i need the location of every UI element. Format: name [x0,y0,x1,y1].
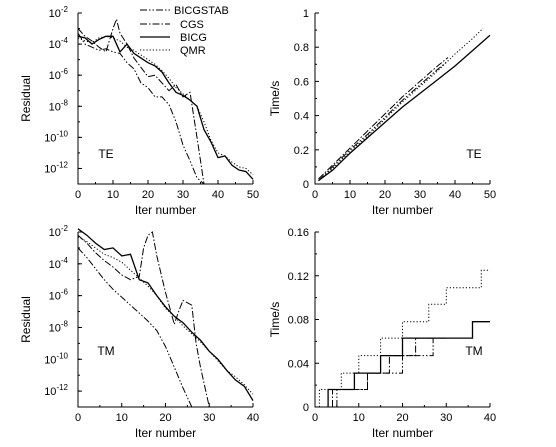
y-tick-label: 0.04 [288,358,309,370]
panel-te-time: 0 10 20 30 40 50 0 0.2 0.4 0.6 0.8 1 Iter number Time… [268,8,496,217]
y-tick-label: 10-6 [49,67,69,82]
y-tick-label: 10-6 [49,288,69,303]
x-tick-label: 20 [379,189,391,201]
series-line-cgs [77,17,205,185]
x-tick-label: 0 [312,189,318,201]
y-tick-label: 0 [303,402,309,414]
panel-tm-time: 0 10 20 30 40 0 0.04 0.08 0.12 0.16 Iter number Tim… [268,227,496,440]
x-tick-label: 20 [159,412,171,424]
series-line-qmr [318,269,490,407]
legend-entry-qmr: QMR [140,45,206,57]
x-tick-label: 20 [142,189,154,201]
y-tick-label: 0.4 [294,111,309,123]
y-tick-label: 10-4 [49,36,69,51]
series-line-bicgstab [77,32,205,185]
y-tick-label: 10-4 [49,256,69,271]
y-tick-label: 0.2 [294,145,309,157]
y-axis-label: Time/s [268,302,282,338]
series-line-bicg [318,34,491,182]
series-line-cgs [77,231,210,408]
x-tick-label: 20 [396,412,408,424]
legend-label-cgs: CGS [180,19,204,31]
x-tick-label: 40 [484,412,496,424]
series-line-bicg [77,228,254,401]
legend-label-bicgstab: BICGSTAB [174,5,229,17]
y-tick-label: 0 [303,179,309,191]
y-tick-label: 10-2 [49,5,69,20]
y-tick-label: 10-12 [44,383,68,398]
axis-frame [77,232,253,408]
x-tick-label: 10 [344,189,356,201]
x-tick-label: 40 [449,189,461,201]
panel-annotation: TM [465,344,482,358]
legend-label-qmr: QMR [180,45,206,57]
y-tick-label: 0.12 [288,271,309,283]
legend-entry-cgs: CGS [140,19,204,31]
y-tick-label: 0.08 [288,315,309,327]
panel-annotation: TE [98,147,113,161]
series-line-bicgstab [336,338,434,407]
y-tick-label: 10-10 [44,129,68,144]
x-tick-label: 40 [212,189,224,201]
x-tick-label: 0 [75,189,81,201]
x-axis-label: Iter number [372,426,433,440]
y-tick-label: 10-8 [49,319,69,334]
x-tick-label: 30 [440,412,452,424]
y-axis-label: Residual [19,75,33,122]
panel-annotation: TM [97,344,114,358]
x-tick-label: 10 [107,189,119,201]
x-tick-label: 50 [247,189,259,201]
series-line-cgs [332,337,447,407]
panel-te-residual: 0 10 20 30 40 50 10-2 10-4 10-6 10-8 10-10 10-12 Ite… [19,5,259,217]
y-tick-label: 10-10 [44,351,68,366]
x-axis-label: Iter number [135,203,196,217]
axis-frame [314,13,490,185]
series-line-bicg [77,35,254,180]
legend: BICGSTAB CGS BICG QMR [140,5,229,57]
x-tick-label: 0 [312,412,318,424]
series-line-cgs [318,57,449,180]
y-tick-label: 0.16 [288,227,309,239]
y-tick-label: 0.8 [294,42,309,54]
x-tick-label: 0 [75,412,81,424]
series-line-bicgstab [77,247,193,408]
series-line-qmr [318,28,484,181]
y-tick-label: 1 [303,8,309,20]
y-axis-label: Time/s [268,81,282,117]
x-tick-label: 50 [484,189,496,201]
series-line-bicg [327,321,490,407]
x-axis-label: Iter number [372,203,433,217]
x-tick-label: 30 [414,189,426,201]
x-tick-label: 30 [177,189,189,201]
series-line-qmr [77,236,254,395]
legend-label-bicg: BICG [180,32,207,44]
y-axis-label: Residual [19,296,33,343]
x-tick-label: 30 [203,412,215,424]
panel-tm-residual: 0 10 20 30 40 10-2 10-4 10-6 10-8 10-10 10-12 Iter … [19,224,259,440]
legend-entry-bicgstab: BICGSTAB [140,5,229,17]
x-axis-label: Iter number [135,426,196,440]
y-tick-label: 0.6 [294,76,309,88]
panel-annotation: TE [466,147,481,161]
y-tick-label: 10-8 [49,98,69,113]
x-tick-label: 10 [116,412,128,424]
x-tick-label: 10 [353,412,365,424]
legend-entry-bicg: BICG [140,32,207,44]
x-tick-label: 40 [247,412,259,424]
y-tick-label: 10-12 [44,160,68,175]
y-tick-label: 10-2 [49,224,69,239]
